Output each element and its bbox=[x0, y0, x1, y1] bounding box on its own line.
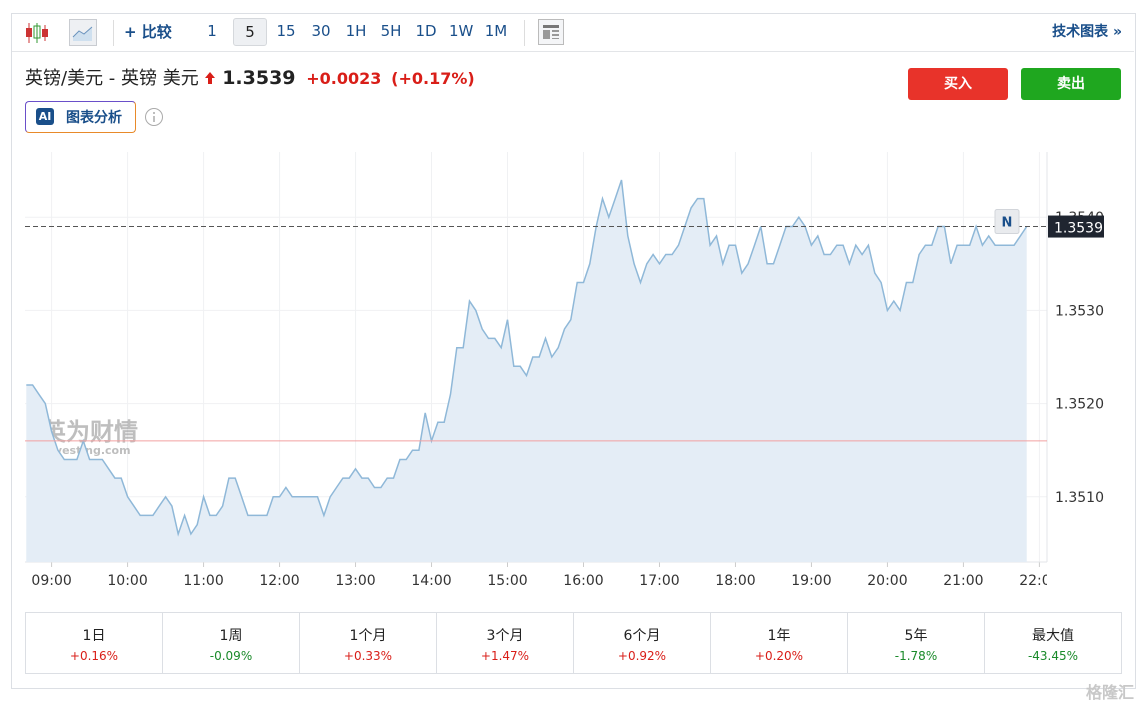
performance-cell[interactable]: 3个月 +1.47% bbox=[436, 612, 574, 674]
interval-button[interactable]: 1 bbox=[207, 22, 217, 40]
period-change: -43.45% bbox=[1027, 649, 1079, 663]
interval-button[interactable]: 5H bbox=[380, 22, 402, 40]
period-label: 6个月 bbox=[623, 628, 661, 644]
separator bbox=[113, 20, 114, 46]
price-tag-label: 1.3539 bbox=[1054, 221, 1103, 237]
x-tick-label: 10:00 bbox=[107, 573, 147, 589]
period-change: +1.47% bbox=[480, 649, 530, 663]
last-price: 1.3539 bbox=[222, 67, 296, 89]
period-change: +0.92% bbox=[617, 649, 667, 663]
compare-label: 比较 bbox=[141, 23, 172, 41]
x-tick-label: 22:00 bbox=[1019, 573, 1059, 589]
ai-label: 图表分析 bbox=[66, 110, 122, 126]
interval-button[interactable]: 1W bbox=[449, 22, 474, 40]
corner-watermark: 格隆汇 bbox=[1085, 683, 1134, 702]
x-tick-label: 21:00 bbox=[943, 573, 983, 589]
x-tick-label: 16:00 bbox=[563, 573, 603, 589]
y-tick-label: 1.3510 bbox=[1055, 490, 1104, 506]
period-label: 最大值 bbox=[1032, 628, 1074, 644]
marker-box bbox=[994, 209, 1020, 235]
up-arrow bbox=[205, 72, 216, 84]
toolbar: + 比较 技术图表 » 1 5 15 30 1H 5H 1D 1W 1M bbox=[12, 14, 1134, 52]
period-label: 3个月 bbox=[486, 628, 524, 644]
x-tick-label: 20:00 bbox=[867, 573, 907, 589]
news-marker: N bbox=[1002, 216, 1013, 231]
period-change: -1.78% bbox=[894, 649, 938, 663]
period-change: -0.09% bbox=[209, 649, 253, 663]
performance-cell[interactable]: 1个月 +0.33% bbox=[299, 612, 437, 674]
ai-analysis-button[interactable]: AI 图表分析 bbox=[25, 101, 136, 133]
period-label: 1周 bbox=[219, 628, 243, 644]
candlestick-icon[interactable] bbox=[24, 20, 50, 46]
price-line bbox=[26, 179, 1028, 537]
period-change: +0.20% bbox=[754, 649, 804, 663]
performance-cell[interactable]: 最大值 -43.45% bbox=[984, 612, 1122, 674]
interval-button[interactable]: 1H bbox=[345, 22, 367, 40]
widget-frame bbox=[11, 13, 1136, 689]
period-label: 1日 bbox=[82, 628, 106, 644]
interval-button[interactable]: 1D bbox=[415, 22, 437, 40]
x-tick-label: 17:00 bbox=[639, 573, 679, 589]
x-tick-label: 09:00 bbox=[31, 573, 71, 589]
price-area bbox=[26, 180, 1027, 562]
interval-button[interactable]: 1M bbox=[484, 22, 508, 40]
instrument-header: 英镑/美元 - 英镑 美元 1.3539 +0.0023 (+0.17%) bbox=[25, 64, 475, 90]
period-label: 1个月 bbox=[349, 628, 387, 644]
performance-cell[interactable]: 1日 +0.16% bbox=[25, 612, 163, 674]
area-icon[interactable] bbox=[69, 19, 97, 46]
price-change-pct: (+0.17%) bbox=[391, 69, 475, 88]
tech-chart-link[interactable]: 技术图表 » bbox=[1052, 24, 1122, 40]
news-icon[interactable] bbox=[538, 19, 564, 45]
performance-cell[interactable]: 1年 +0.20% bbox=[710, 612, 848, 674]
y-tick-label: 1.3520 bbox=[1055, 397, 1104, 413]
x-tick-label: 18:00 bbox=[715, 573, 755, 589]
separator bbox=[524, 20, 525, 46]
interval-button[interactable]: 15 bbox=[276, 22, 296, 40]
period-label: 1年 bbox=[767, 628, 791, 644]
y-tick-label: 1.3530 bbox=[1055, 303, 1104, 319]
plus-icon: + bbox=[124, 23, 142, 41]
performance-cell[interactable]: 5年 -1.78% bbox=[847, 612, 985, 674]
period-change: +0.33% bbox=[343, 649, 393, 663]
buy-button[interactable]: 买入 bbox=[908, 68, 1008, 100]
price-change: +0.0023 bbox=[306, 69, 382, 88]
x-tick-label: 19:00 bbox=[791, 573, 831, 589]
interval-button[interactable]: 5 bbox=[233, 18, 267, 46]
watermark: 英为财情 bbox=[42, 418, 138, 446]
compare-button[interactable]: + 比较 bbox=[124, 19, 172, 45]
period-label: 5年 bbox=[904, 628, 928, 644]
x-tick-label: 12:00 bbox=[259, 573, 299, 589]
x-tick-label: 11:00 bbox=[183, 573, 223, 589]
performance-cell[interactable]: 1周 -0.09% bbox=[162, 612, 300, 674]
price-tag bbox=[1048, 215, 1104, 238]
ai-badge: AI bbox=[36, 108, 54, 125]
x-tick-label: 15:00 bbox=[487, 573, 527, 589]
period-change: +0.16% bbox=[69, 649, 119, 663]
interval-button[interactable]: 30 bbox=[311, 22, 331, 40]
sell-button[interactable]: 卖出 bbox=[1021, 68, 1121, 100]
performance-cell[interactable]: 6个月 +0.92% bbox=[573, 612, 711, 674]
x-tick-label: 14:00 bbox=[411, 573, 451, 589]
info-icon[interactable] bbox=[144, 107, 164, 127]
instrument-title: 英镑/美元 - 英镑 美元 bbox=[25, 68, 199, 89]
x-tick-label: 13:00 bbox=[335, 573, 375, 589]
